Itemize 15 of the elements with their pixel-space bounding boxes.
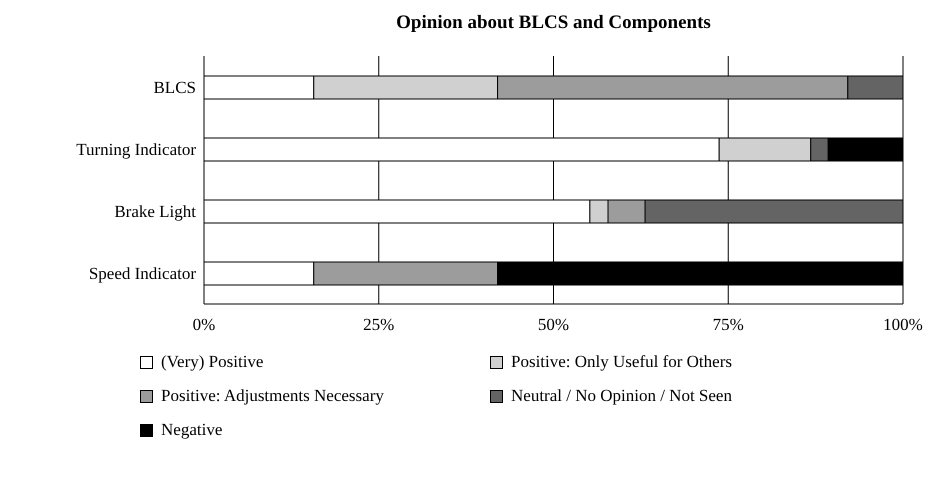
x-tick-label: 25%: [363, 315, 394, 334]
y-tick-label: Brake Light: [114, 202, 196, 222]
chart-title: Opinion about BLCS and Components: [395, 11, 712, 35]
legend-label: Neutral / No Opinion / Not Seen: [511, 386, 732, 406]
legend-label: Positive: Only Useful for Others: [511, 352, 732, 372]
y-tick-label: Turning Indicator: [76, 140, 196, 160]
y-tick-label: BLCS: [153, 78, 196, 98]
x-tick-label: 100%: [883, 315, 923, 334]
legend-label: Negative: [161, 420, 222, 440]
legend-label: Positive: Adjustments Necessary: [161, 386, 384, 406]
x-tick-label: 50%: [538, 315, 570, 334]
x-tick-label: 75%: [712, 315, 744, 334]
y-tick-label: Speed Indicator: [88, 264, 196, 284]
legend-label: (Very) Positive: [161, 352, 264, 372]
x-tick-label: 0%: [192, 315, 216, 334]
